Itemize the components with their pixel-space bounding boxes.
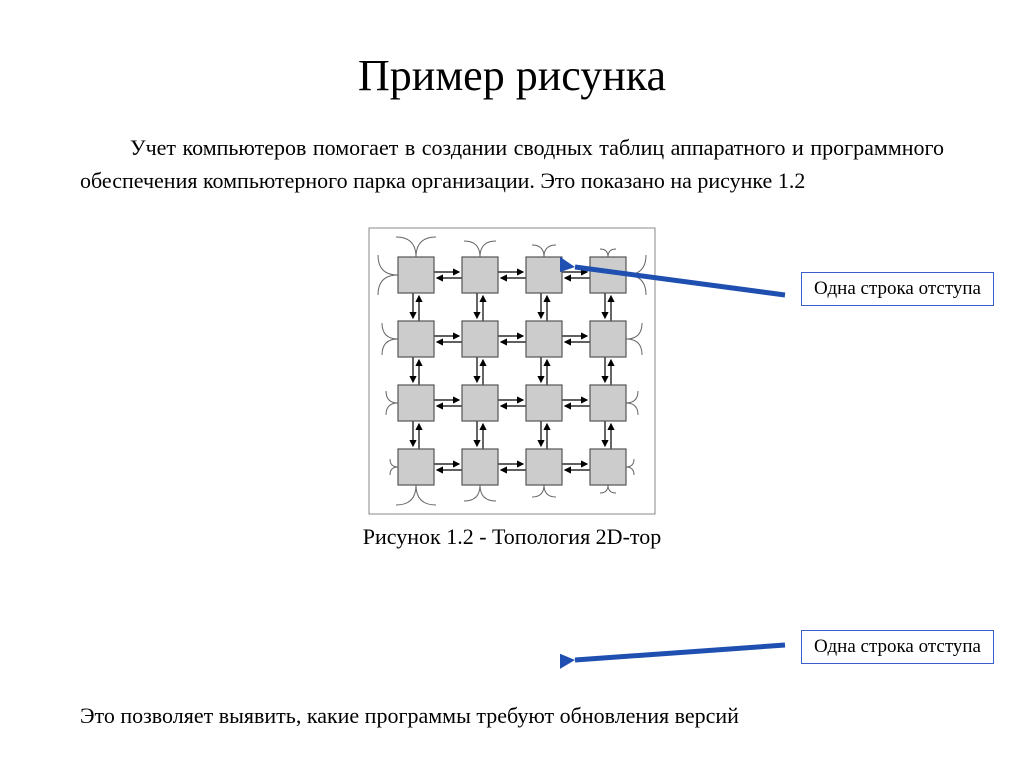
callout-bottom: Одна строка отступа — [801, 630, 994, 664]
callout-top: Одна строка отступа — [801, 272, 994, 306]
figure-caption: Рисунок 1.2 - Топология 2D-тор — [80, 524, 944, 550]
paragraph-1: Учет компьютеров помогает в создании сво… — [80, 131, 944, 197]
page-title: Пример рисунка — [80, 50, 944, 101]
paragraph-2: Это позволяет выявить, какие программы т… — [80, 699, 944, 732]
arrow-bottom-icon — [560, 625, 800, 675]
arrow-top-icon — [560, 255, 800, 315]
